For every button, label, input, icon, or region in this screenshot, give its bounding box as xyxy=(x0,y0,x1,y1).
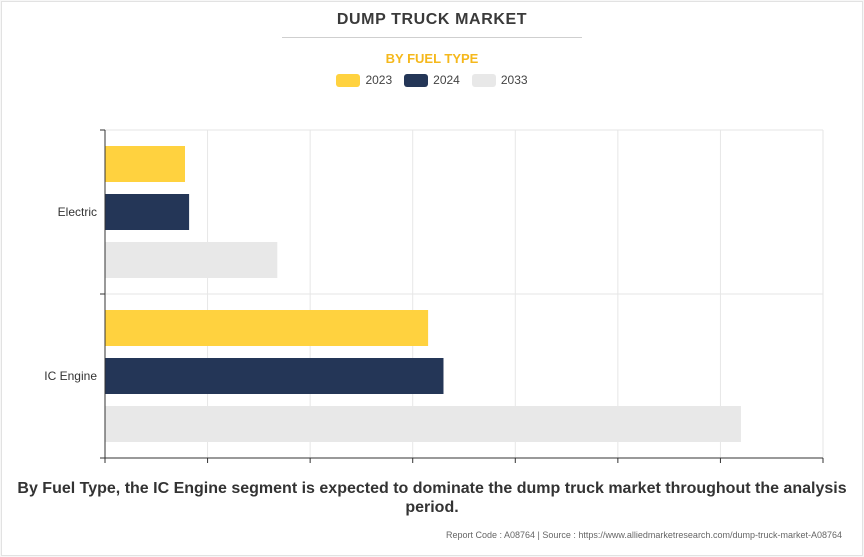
chart-subtitle: BY FUEL TYPE xyxy=(385,51,479,66)
chart-caption: By Fuel Type, the IC Engine segment is e… xyxy=(17,480,847,516)
bar-ic-engine-2023 xyxy=(105,310,429,346)
legend-item-2024[interactable]: 2024 xyxy=(404,73,460,87)
legend-swatch-2024 xyxy=(404,73,429,87)
bar-ic-engine-2033 xyxy=(105,406,741,442)
legend-label-2023: 2023 xyxy=(365,73,393,87)
y-tick-label: Electric xyxy=(58,205,97,219)
title-divider xyxy=(282,37,582,38)
legend-item-2033[interactable]: 2033 xyxy=(471,73,528,87)
chart-title: DUMP TRUCK MARKET xyxy=(336,11,528,28)
legend-item-2023[interactable]: 2023 xyxy=(336,73,392,87)
report-footer: Report Code : A08764 | Source : https://… xyxy=(445,530,842,540)
legend-swatch-2023 xyxy=(336,73,361,87)
bar-electric-2033 xyxy=(105,242,278,278)
bar-ic-engine-2024 xyxy=(105,358,444,394)
bar-electric-2024 xyxy=(105,194,190,230)
chart-legend: 2023 2024 2033 xyxy=(0,73,864,87)
legend-label-2024: 2024 xyxy=(433,73,460,87)
legend-swatch-2033 xyxy=(471,73,496,87)
bar-electric-2023 xyxy=(105,146,186,182)
y-tick-label: IC Engine xyxy=(44,369,97,383)
legend-label-2033: 2033 xyxy=(500,73,528,87)
